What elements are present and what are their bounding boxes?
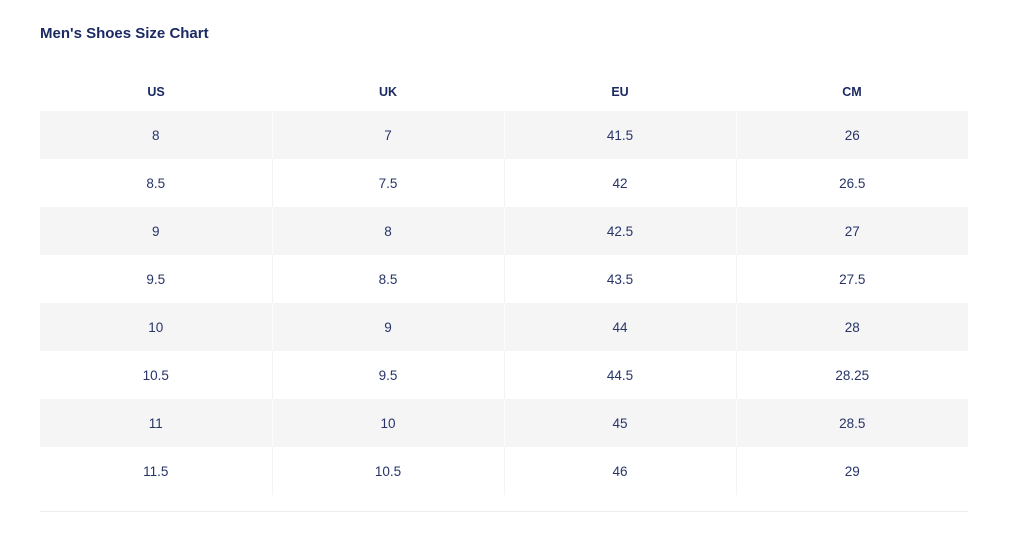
table-row: 10 9 44 28: [40, 303, 968, 351]
table-row: 9 8 42.5 27: [40, 207, 968, 255]
table-body: 8 7 41.5 26 8.5 7.5 42 26.5 9 8 42.5 27 …: [40, 111, 968, 495]
table-cell: 27.5: [735, 255, 968, 303]
table-cell: 29: [735, 447, 968, 495]
column-header-us: US: [40, 73, 272, 111]
table-cell: 44.5: [503, 351, 736, 399]
table-cell: 7: [271, 111, 504, 159]
table-cell: 43.5: [503, 255, 736, 303]
header-row: US UK EU CM: [40, 73, 968, 111]
table-cell: 41.5: [503, 111, 736, 159]
table-cell: 45: [503, 399, 736, 447]
table-cell: 11.5: [143, 463, 169, 479]
size-chart-table: US UK EU CM 8 7 41.5 26 8.5 7.5 42 26.5 …: [40, 73, 968, 495]
column-header-cm: CM: [736, 73, 968, 111]
table-cell: 8: [151, 127, 160, 143]
column-header-eu: EU: [504, 73, 736, 111]
table-cell: 44: [503, 303, 736, 351]
table-row: 11.5 10.5 46 29: [40, 447, 968, 495]
table-row: 11 10 45 28.5: [40, 399, 968, 447]
table-cell: 42: [503, 159, 736, 207]
table-cell: 9.5: [146, 271, 166, 287]
table-cell: 28.5: [735, 399, 968, 447]
table-cell: 9: [151, 223, 160, 239]
table-cell: 46: [503, 447, 736, 495]
table-row: 8.5 7.5 42 26.5: [40, 159, 968, 207]
table-cell: 10: [148, 319, 164, 335]
table-cell: 28.25: [735, 351, 968, 399]
table-cell: 9.5: [271, 351, 504, 399]
table-cell: 7.5: [271, 159, 504, 207]
table-cell: 28: [735, 303, 968, 351]
table-row: 9.5 8.5 43.5 27.5: [40, 255, 968, 303]
table-header: US UK EU CM: [40, 73, 968, 111]
table-cell: 42.5: [503, 207, 736, 255]
table-cell: 8: [271, 207, 504, 255]
size-chart-page: Men's Shoes Size Chart US UK EU CM 8 7 4…: [40, 25, 968, 512]
table-cell: 26.5: [735, 159, 968, 207]
table-row: 8 7 41.5 26: [40, 111, 968, 159]
page-title: Men's Shoes Size Chart: [40, 25, 209, 42]
table-row: 10.5 9.5 44.5 28.25: [40, 351, 968, 399]
table-cell: 11: [148, 415, 163, 431]
bottom-divider: [40, 511, 968, 512]
column-header-uk: UK: [272, 73, 504, 111]
table-cell: 27: [735, 207, 968, 255]
table-cell: 26: [735, 111, 968, 159]
table-cell: 10.5: [142, 367, 169, 383]
table-cell: 8.5: [146, 175, 166, 191]
table-cell: 10: [271, 399, 504, 447]
table-cell: 9: [271, 303, 504, 351]
table-cell: 10.5: [271, 447, 504, 495]
table-cell: 8.5: [271, 255, 504, 303]
